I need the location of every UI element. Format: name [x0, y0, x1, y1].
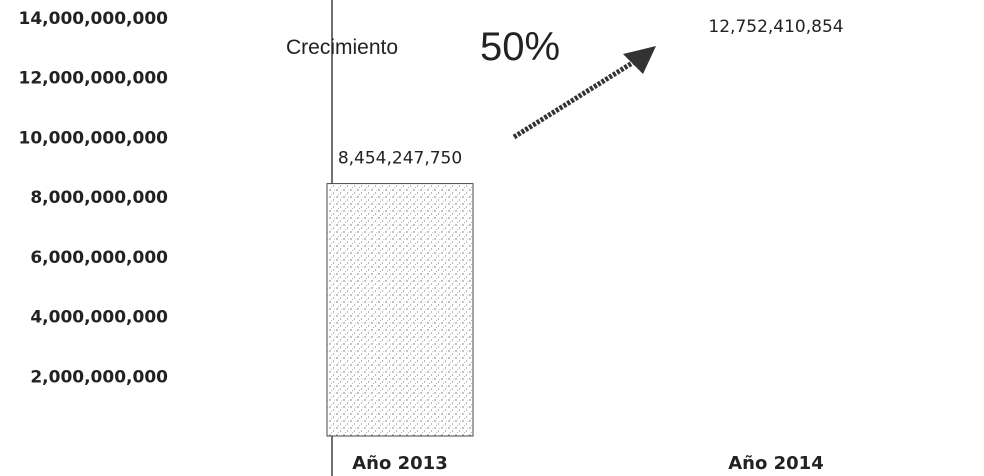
x-tick-label: Año 2014 [728, 453, 823, 474]
y-tick-label: 4,000,000,000 [30, 308, 168, 328]
bar [326, 183, 474, 437]
y-tick-label: 8,000,000,000 [30, 188, 168, 208]
value-label: 8,454,247,750 [338, 149, 462, 169]
growth-percent: 50% [480, 25, 560, 69]
growth-arrow-icon [512, 46, 656, 140]
x-tick-label: Año 2013 [352, 453, 447, 474]
y-axis-ticks: 14,000,000,000 12,000,000,000 10,000,000,0… [19, 9, 169, 387]
y-tick-label: 2,000,000,000 [30, 367, 168, 387]
value-label: 12,752,410,854 [708, 17, 843, 37]
y-tick-label: 6,000,000,000 [30, 248, 168, 268]
y-tick-label: 10,000,000,000 [19, 128, 169, 148]
bars [326, 183, 474, 437]
y-tick-label: 14,000,000,000 [19, 9, 169, 29]
x-axis-labels: Año 2013 Año 2014 [352, 453, 823, 474]
growth-label: Crecimiento [286, 36, 398, 59]
value-labels: 8,454,247,750 12,752,410,854 [338, 17, 844, 169]
y-tick-label: 12,000,000,000 [19, 69, 169, 89]
